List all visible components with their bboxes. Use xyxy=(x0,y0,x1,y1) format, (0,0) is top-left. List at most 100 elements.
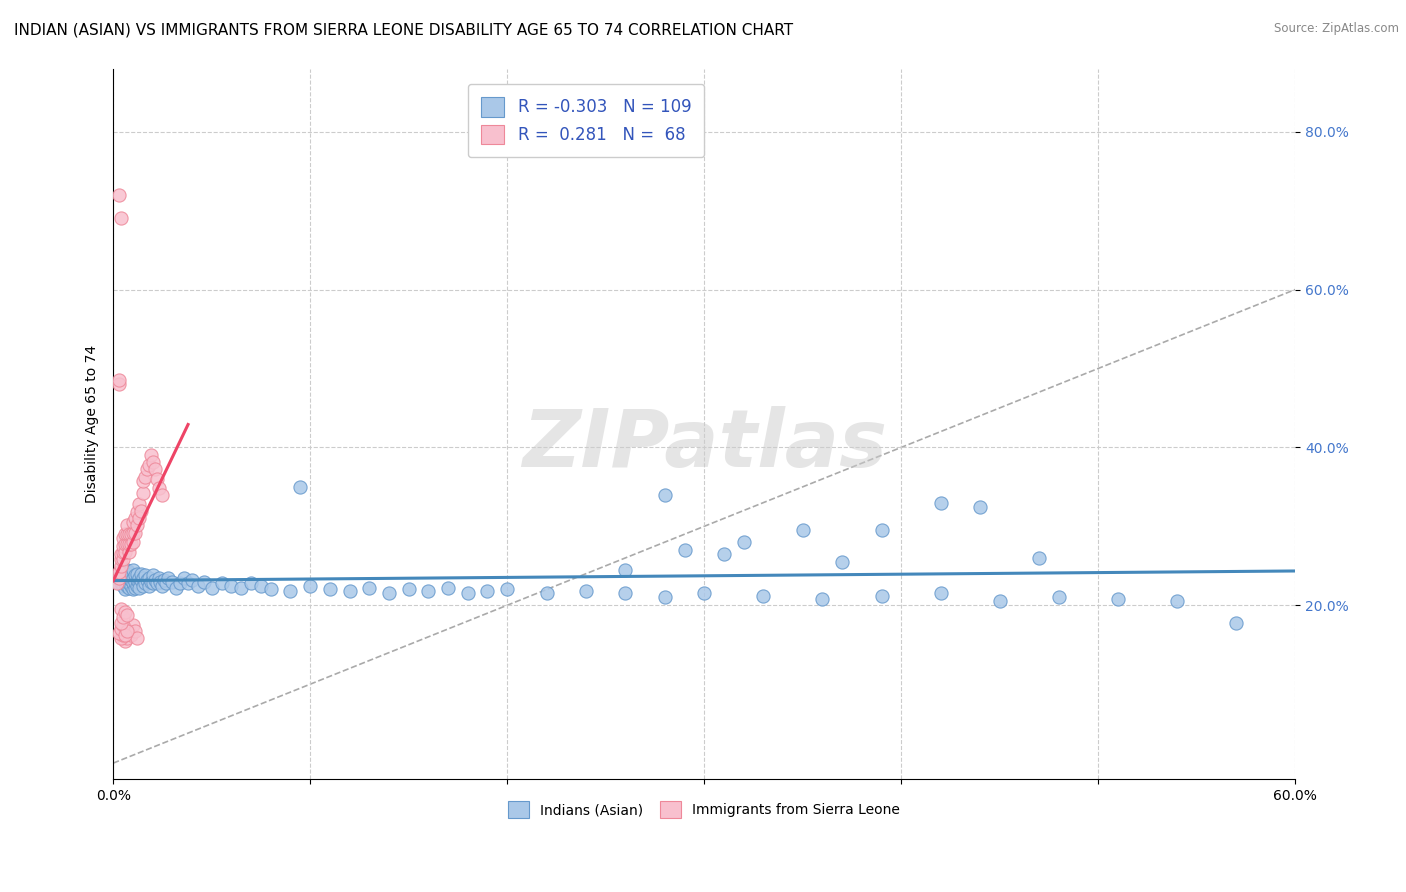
Point xyxy=(120,566,142,581)
Point xyxy=(139,448,162,462)
Point xyxy=(811,591,834,606)
Point xyxy=(132,486,155,500)
Point xyxy=(1225,615,1247,630)
Point xyxy=(115,632,138,646)
Point xyxy=(112,531,135,545)
Point xyxy=(110,576,132,591)
Point xyxy=(173,571,195,585)
Point xyxy=(112,563,135,577)
Point xyxy=(132,474,155,488)
Point xyxy=(114,582,136,597)
Point xyxy=(125,566,148,581)
Point xyxy=(114,571,136,585)
Point xyxy=(115,574,138,589)
Point xyxy=(145,472,167,486)
Point xyxy=(110,615,132,630)
Point xyxy=(135,573,157,587)
Point xyxy=(155,576,177,591)
Point xyxy=(118,527,141,541)
Point xyxy=(162,574,184,589)
Point xyxy=(110,552,132,566)
Point xyxy=(752,589,775,603)
Point xyxy=(496,582,519,597)
Point xyxy=(418,584,440,599)
Point xyxy=(319,582,342,597)
Point xyxy=(108,571,131,585)
Point xyxy=(125,505,148,519)
Point xyxy=(457,586,479,600)
Point xyxy=(124,581,146,595)
Point xyxy=(181,573,204,587)
Point xyxy=(125,573,148,587)
Point xyxy=(157,571,180,585)
Point xyxy=(115,607,138,622)
Point xyxy=(112,578,135,592)
Point xyxy=(536,586,558,600)
Point xyxy=(201,581,224,595)
Point xyxy=(132,571,155,585)
Y-axis label: Disability Age 65 to 74: Disability Age 65 to 74 xyxy=(86,344,100,503)
Point xyxy=(654,591,676,605)
Point xyxy=(792,523,814,537)
Point xyxy=(299,578,322,592)
Point xyxy=(114,605,136,619)
Point xyxy=(108,626,131,640)
Point xyxy=(112,573,135,587)
Point xyxy=(118,576,141,591)
Point xyxy=(733,535,755,549)
Point xyxy=(115,578,138,592)
Point xyxy=(128,497,150,511)
Point xyxy=(112,632,135,646)
Point xyxy=(713,547,735,561)
Point xyxy=(152,488,174,502)
Point xyxy=(122,516,145,530)
Point xyxy=(110,558,132,573)
Point xyxy=(654,488,676,502)
Point xyxy=(1047,591,1070,605)
Point xyxy=(128,576,150,591)
Point xyxy=(148,571,170,585)
Point xyxy=(193,574,215,589)
Point xyxy=(149,574,172,589)
Point xyxy=(108,187,131,202)
Point xyxy=(110,211,132,226)
Point xyxy=(124,568,146,582)
Point xyxy=(125,578,148,592)
Point xyxy=(260,582,283,597)
Point xyxy=(138,578,160,592)
Point xyxy=(290,480,312,494)
Point xyxy=(1166,594,1188,608)
Point xyxy=(114,628,136,642)
Point xyxy=(132,578,155,592)
Point xyxy=(477,584,499,599)
Point xyxy=(339,584,361,599)
Point xyxy=(177,576,200,591)
Point xyxy=(231,581,253,595)
Point xyxy=(124,574,146,589)
Point xyxy=(114,527,136,541)
Point xyxy=(124,511,146,525)
Point xyxy=(125,632,148,646)
Point xyxy=(112,618,135,632)
Point xyxy=(125,517,148,532)
Point xyxy=(122,582,145,597)
Point xyxy=(120,628,142,642)
Point xyxy=(112,626,135,640)
Point xyxy=(115,624,138,638)
Point xyxy=(112,628,135,642)
Point xyxy=(240,576,263,591)
Point xyxy=(110,566,132,581)
Point xyxy=(115,568,138,582)
Point xyxy=(122,618,145,632)
Point xyxy=(118,544,141,558)
Legend: Indians (Asian), Immigrants from Sierra Leone: Indians (Asian), Immigrants from Sierra … xyxy=(502,795,907,825)
Point xyxy=(122,525,145,540)
Point xyxy=(108,565,131,579)
Point xyxy=(112,544,135,558)
Point xyxy=(115,527,138,541)
Point xyxy=(108,571,131,585)
Point xyxy=(143,462,166,476)
Point xyxy=(148,482,170,496)
Point xyxy=(693,586,716,600)
Point xyxy=(110,602,132,616)
